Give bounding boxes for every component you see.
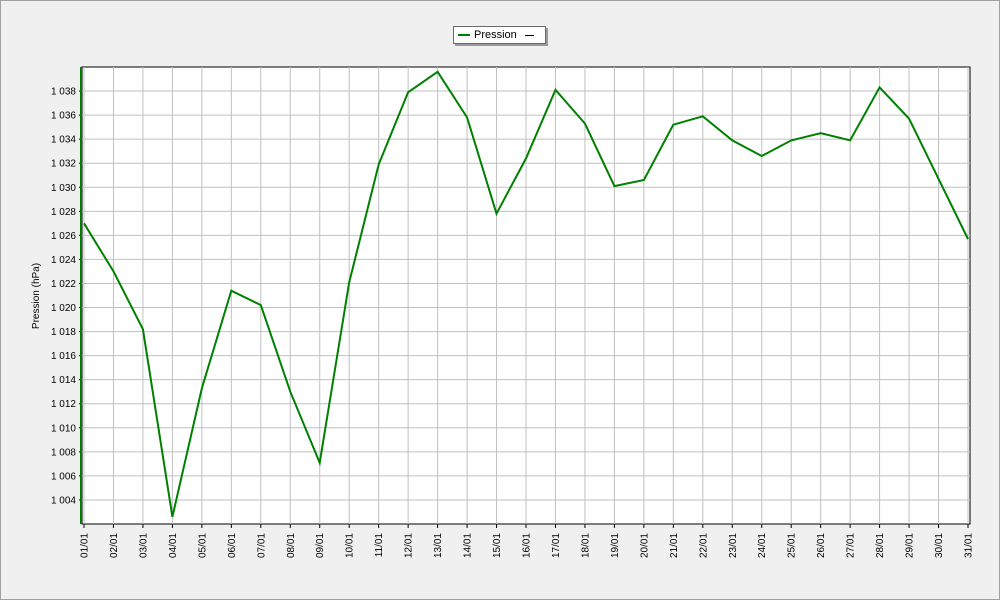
series-line-pression	[83, 70, 969, 518]
x-tick-label: 05/01	[197, 533, 208, 558]
x-tick-label: 29/01	[905, 533, 916, 558]
x-tick-label: 04/01	[168, 533, 179, 558]
y-tick-label: 1 018	[51, 327, 76, 338]
x-tick-label: 01/01	[80, 533, 91, 558]
y-tick-label: 1 016	[51, 351, 76, 362]
y-tick-label: 1 036	[51, 111, 76, 122]
y-tick-label: 1 008	[51, 447, 76, 458]
y-tick-label: 1 004	[51, 495, 76, 506]
y-tick-label: 1 012	[51, 399, 76, 410]
y-tick-label: 1 038	[51, 87, 76, 98]
x-tick-label: 16/01	[522, 533, 533, 558]
y-tick-label: 1 026	[51, 231, 76, 242]
x-tick-label: 28/01	[875, 533, 886, 558]
x-tick-label: 08/01	[286, 533, 297, 558]
x-tick-label: 03/01	[138, 533, 149, 558]
legend-dash-icon	[524, 34, 534, 36]
x-tick-label: 11/01	[374, 533, 385, 558]
y-tick-label: 1 006	[51, 471, 76, 482]
y-axis-title: Pression (hPa)	[31, 263, 42, 329]
x-tick-label: 24/01	[757, 533, 768, 558]
grid-lines	[82, 67, 970, 524]
y-tick-label: 1 010	[51, 423, 76, 434]
y-tick-label: 1 020	[51, 303, 76, 314]
y-tick-label: 1 014	[51, 375, 76, 386]
x-axis: 01/01 02/01 03/01 04/01 05/01 06/01 07/01 08/01…	[80, 524, 975, 558]
x-tick-label: 02/01	[109, 533, 120, 558]
y-tick-label: 1 034	[51, 135, 76, 146]
x-tick-label: 30/01	[934, 533, 945, 558]
y-tick-label: 1 030	[51, 183, 76, 194]
x-tick-label: 23/01	[728, 533, 739, 558]
x-tick-label: 25/01	[787, 533, 798, 558]
y-tick-label: 1 032	[51, 159, 76, 170]
legend-swatch-pression	[458, 34, 470, 36]
x-tick-label: 31/01	[964, 533, 975, 558]
x-tick-label: 22/01	[698, 533, 709, 558]
x-tick-label: 26/01	[816, 533, 827, 558]
x-tick-label: 18/01	[580, 533, 591, 558]
x-tick-label: 10/01	[345, 533, 356, 558]
y-axis: 1 004 1 006 1 008 1 010 1 012 1 014 1 016 1 018…	[51, 87, 82, 506]
y-tick-label: 1 024	[51, 255, 76, 266]
x-tick-label: 20/01	[639, 533, 650, 558]
x-tick-label: 06/01	[227, 533, 238, 558]
legend-label-pression: Pression	[474, 29, 517, 41]
x-tick-label: 17/01	[551, 533, 562, 558]
legend: Pression	[453, 26, 546, 44]
x-tick-label: 19/01	[610, 533, 621, 558]
y-tick-label: 1 022	[51, 279, 76, 290]
x-tick-label: 15/01	[492, 533, 503, 558]
y-tick-label: 1 028	[51, 207, 76, 218]
x-tick-label: 09/01	[315, 533, 326, 558]
x-tick-label: 12/01	[404, 533, 415, 558]
x-tick-label: 21/01	[669, 533, 680, 558]
x-tick-label: 07/01	[256, 533, 267, 558]
x-tick-label: 13/01	[433, 533, 444, 558]
x-tick-label: 14/01	[463, 533, 474, 558]
x-tick-label: 27/01	[846, 533, 857, 558]
